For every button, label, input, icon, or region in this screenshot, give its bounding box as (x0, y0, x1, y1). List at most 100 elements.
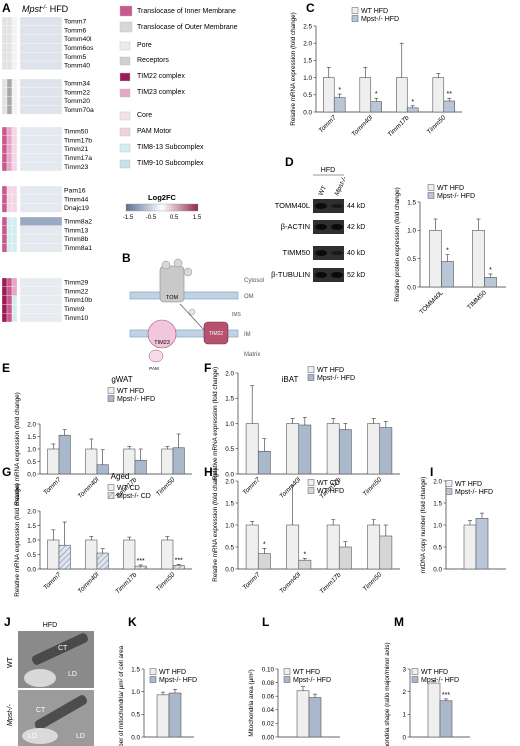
heatmap-complex-cell (11, 153, 18, 163)
heatmap-complex-cell (11, 203, 18, 213)
blot-kd-label: 44 kD (347, 203, 365, 210)
y-tick-label: 0.0 (225, 471, 234, 478)
legend-label: TIM22 complex (137, 73, 185, 80)
chart-panel-k: K 0.0 0.5 1.0 1.5 Number of mitochondria/ µm²… (118, 615, 197, 746)
heatmap-subgroup-cell (6, 96, 13, 106)
x-tick-label: Tomm40l (278, 571, 302, 595)
heatmap-group-cell (1, 277, 8, 287)
y-axis-label: Relative mRNA expression (fold change) (212, 367, 219, 480)
heatmap-subgroup-cell (6, 153, 13, 163)
significance-marker: *** (175, 557, 183, 564)
panel-label-f: F (204, 361, 211, 375)
heatmap-gene-label: Timm17b (64, 137, 92, 144)
legend-swatch (119, 41, 131, 51)
legend-label: Mpst-/- CD (117, 493, 151, 500)
bar-ko (379, 427, 393, 475)
legend-swatch (119, 127, 131, 137)
blot-band-label: β-ACTIN (281, 222, 310, 231)
heatmap-subgroup-cell (6, 43, 13, 53)
bar-wt (432, 77, 445, 113)
heatmap-value-cell (19, 313, 63, 323)
y-tick-label: 0 (402, 734, 406, 741)
heatmap-complex-cell (11, 34, 18, 44)
scale-bar (125, 203, 199, 212)
legend-label: WT HFD (437, 185, 464, 192)
bar-wt (245, 423, 259, 475)
bar-wt (123, 539, 136, 570)
legend-swatch (119, 21, 133, 33)
x-tick-label: Tomm7 (318, 114, 338, 134)
bar-ko (333, 97, 346, 113)
y-tick-label: 0.10 (262, 666, 275, 673)
chart-panel-m: M 0 1 2 3 Mitochondria shape (ratio major/min… (384, 615, 470, 746)
import-machinery-diagram: B TOM TIM23 PAM TIM22 Cytosol OM IMS IM … (122, 251, 264, 371)
scale-tick: 1.5 (193, 215, 202, 221)
heatmap-subgroup-cell (6, 194, 13, 204)
heatmap-gene-label: Tomm7 (64, 19, 87, 26)
blot-band-ko (331, 204, 343, 208)
significance-marker: * (263, 541, 266, 548)
heatmap-group-cell (1, 153, 8, 163)
heatmap-group-cell (1, 243, 8, 253)
legend-label: WT HFD (361, 8, 388, 15)
panel-label-i: I (430, 465, 433, 479)
chart-panel-d: 0.0 0.5 1.0 1.5 Relative protein expression … (394, 184, 506, 316)
heatmap-subgroup-cell (6, 135, 13, 145)
em-lipid-droplet (24, 669, 56, 687)
em-mitochondrion (34, 695, 88, 730)
legend-label: PAM Motor (137, 128, 172, 135)
y-tick-label: 1.5 (433, 500, 442, 507)
bar-ko (172, 447, 185, 475)
heatmap-gene-label: Timm10 (64, 315, 89, 322)
bar-wt (326, 524, 340, 570)
legend-label: Mpst-/- HFD (159, 677, 197, 684)
y-tick-label: 1.0 (433, 522, 442, 529)
heatmap-complex-cell (11, 243, 18, 253)
bar-charts: C 0.0 0.5 1.0 1.5 2.0 2.5 Relative mRNA express… (2, 1, 506, 746)
bar-wt (85, 539, 98, 570)
blot-band-label: TOMM40L (275, 201, 310, 210)
heatmap-value-cell (19, 144, 63, 154)
bar-ko (443, 100, 455, 113)
bar-wt (286, 423, 300, 475)
heatmap-complex-cell (11, 52, 18, 62)
legend-swatch (107, 395, 115, 402)
blot-band-ko (331, 251, 343, 255)
y-axis-label: Relative protein expression (fold change… (394, 187, 401, 301)
heatmap-complex-cell (11, 162, 18, 172)
heatmap-group-cell (1, 34, 8, 44)
blot-strip (313, 246, 344, 260)
legend-swatch (119, 143, 131, 153)
blot-strip (313, 268, 344, 282)
chart-panel-l: L 0.00 0.02 0.04 0.06 0.08 0.10 Mitochondria ar… (248, 615, 340, 741)
y-tick-label: 1.0 (225, 522, 234, 529)
significance-marker: * (489, 267, 492, 274)
chart-panel-i: I 0.0 0.5 1.0 1.5 2.0 mtDNA copy number (fold … (420, 465, 506, 573)
legend-label: Mpst-/- HFD (437, 193, 475, 200)
y-axis-label: Mitochondria shape (ratio major/minor ax… (384, 642, 391, 746)
heatmap-gene-label: Tomm6 (64, 27, 87, 34)
legend-label: WT HFD (159, 669, 186, 676)
em-ld-label: LD (28, 733, 37, 740)
im-label: IM (244, 332, 251, 338)
bar-wt (85, 448, 98, 475)
legend-label: WT HFD (317, 488, 344, 495)
heatmap-value-cell (19, 105, 63, 115)
heatmap-group-cell (1, 25, 8, 35)
significance-marker: * (375, 91, 378, 98)
heatmap-group-cell (1, 144, 8, 154)
bar-ko (257, 553, 271, 570)
chart-title: iBAT (282, 375, 299, 384)
panel-label-l: L (262, 615, 269, 629)
heatmap-value-cell (19, 126, 63, 136)
bar-ko (257, 450, 271, 475)
legend-swatch (411, 676, 419, 683)
y-axis-label: Relative mRNA expression (fold change) (290, 12, 297, 125)
y-tick-label: 1.0 (27, 537, 36, 544)
y-tick-label: 0.00 (262, 734, 275, 741)
y-tick-label: 2 (402, 689, 406, 696)
x-tick-label: Tomm40l (77, 476, 101, 500)
bar-ko (484, 277, 497, 288)
heatmap-group-cell (1, 105, 8, 115)
